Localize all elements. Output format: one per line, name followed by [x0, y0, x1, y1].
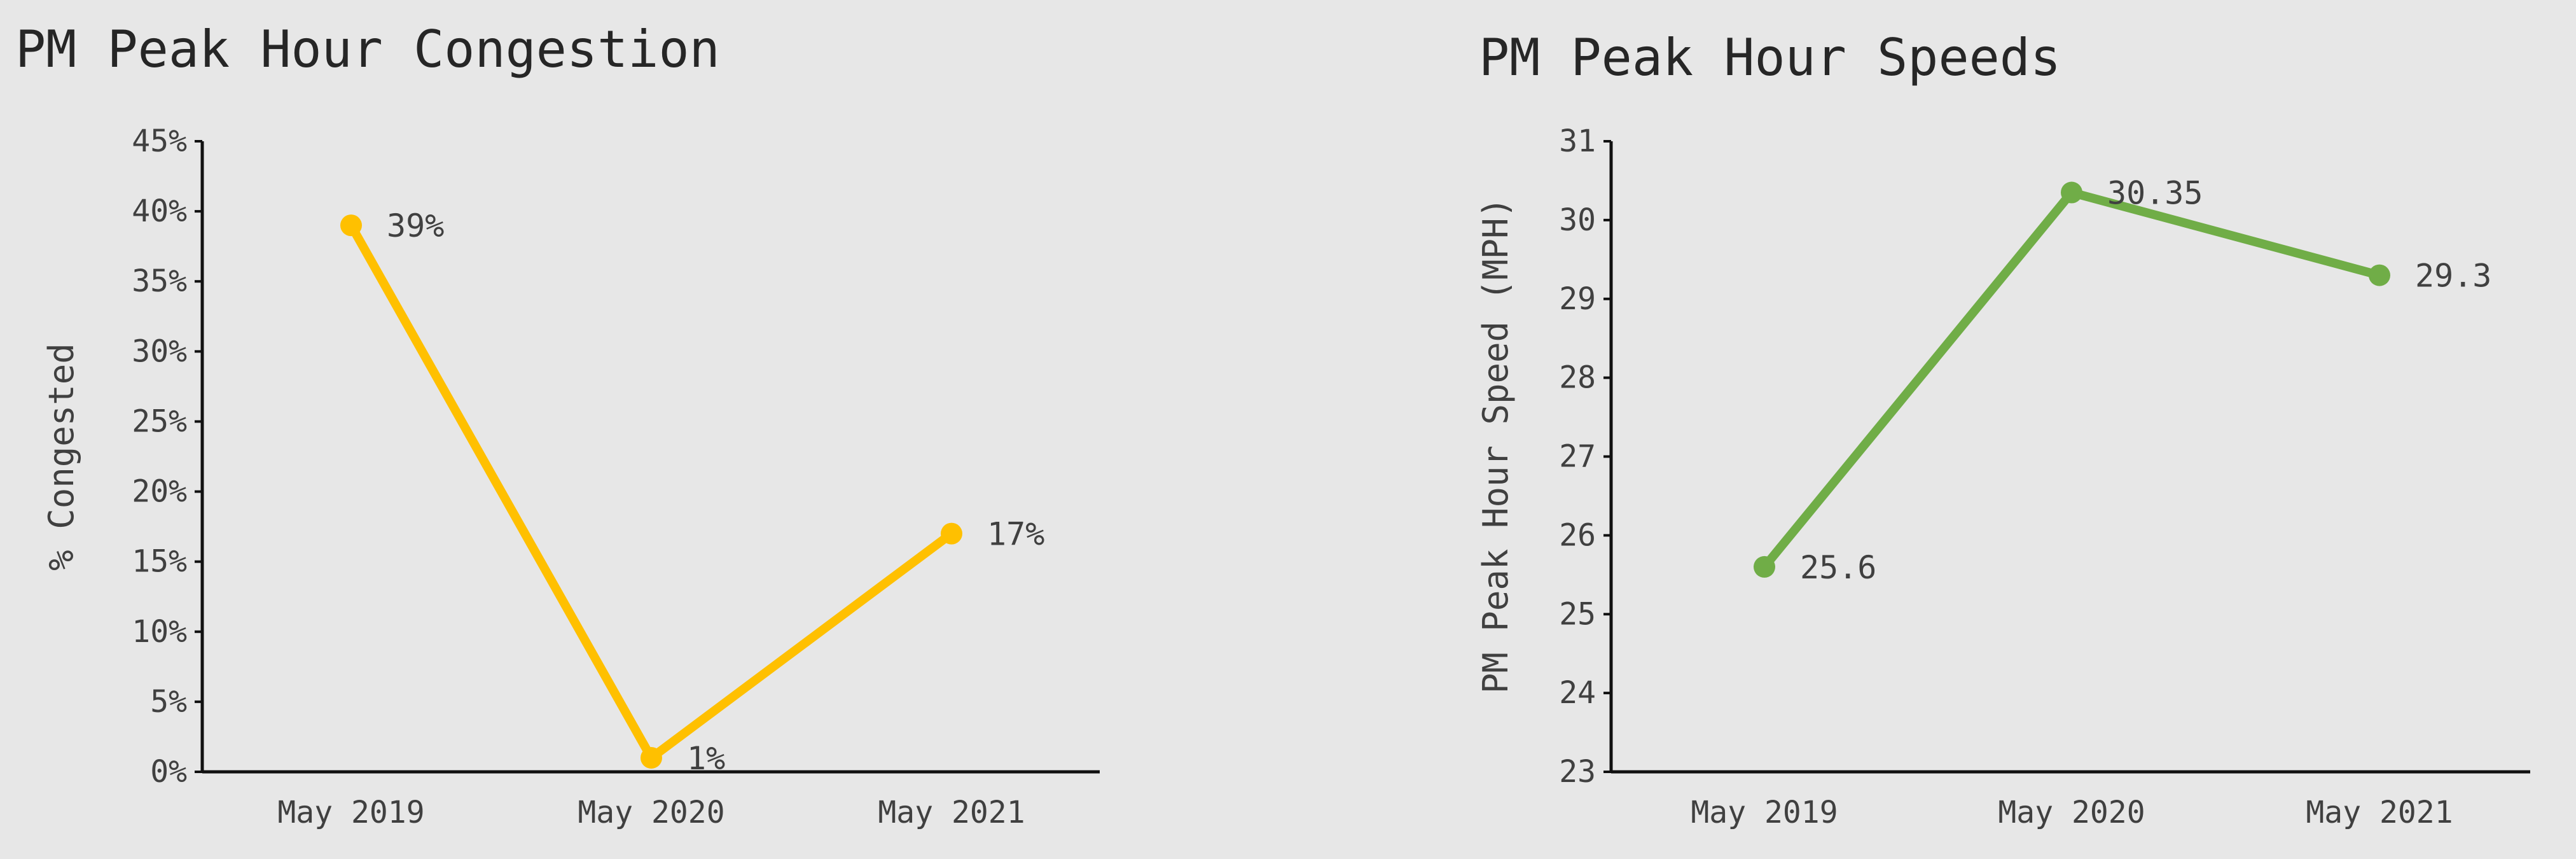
- data-point: [2061, 181, 2082, 204]
- data-label: 39%: [387, 207, 444, 244]
- y-tick-label: 45%: [132, 123, 187, 159]
- y-tick-label: 5%: [150, 684, 187, 720]
- chart-title: PM Peak Hour Speeds: [1479, 28, 2061, 87]
- y-tick-label: 20%: [132, 474, 187, 510]
- x-tick-label: May 2019: [277, 795, 424, 830]
- data-point: [340, 214, 362, 237]
- y-tick-label: 25%: [132, 403, 187, 439]
- data-label: 25.6: [1800, 549, 1876, 586]
- y-tick-label: 24: [1559, 675, 1596, 711]
- y-tick-label: 27: [1559, 439, 1596, 475]
- data-label: 17%: [987, 516, 1044, 553]
- y-tick-label: 23: [1559, 754, 1596, 790]
- x-tick-label: May 2021: [2306, 795, 2453, 830]
- x-tick-label: May 2019: [1691, 795, 1838, 830]
- data-label: 1%: [687, 740, 725, 777]
- data-label: 29.3: [2415, 258, 2491, 295]
- y-tick-label: 30: [1559, 202, 1596, 238]
- y-tick-label: 30%: [132, 333, 187, 369]
- data-point: [941, 522, 962, 545]
- data-point: [641, 746, 662, 769]
- y-tick-label: 15%: [132, 544, 187, 580]
- chart-title: PM Peak Hour Congestion: [15, 20, 720, 79]
- data-point: [1754, 555, 1775, 578]
- y-tick-label: 28: [1559, 360, 1596, 396]
- speeds-chart: PM Peak Hour Speeds PM Peak Hour Speed (…: [1476, 28, 2530, 830]
- data-label: 30.35: [2107, 175, 2203, 212]
- y-tick-label: 40%: [132, 193, 187, 229]
- data-point: [2369, 264, 2390, 286]
- x-tick-label: May 2021: [878, 795, 1025, 830]
- y-tick-label: 0%: [150, 754, 187, 790]
- series-line: [1760, 188, 2384, 571]
- congestion-chart: PM Peak Hour Congestion % Congested 0% 5%…: [15, 20, 1100, 830]
- y-axis-title: PM Peak Hour Speed (MPH): [1476, 197, 1516, 694]
- x-tick-label: May 2020: [1998, 795, 2145, 830]
- y-tick-label: 29: [1559, 281, 1596, 317]
- x-tick-label: May 2020: [578, 795, 724, 830]
- y-tick-label: 10%: [132, 614, 187, 650]
- series-line: [347, 221, 956, 762]
- y-tick-label: 31: [1559, 123, 1596, 159]
- y-tick-label: 25: [1559, 596, 1596, 632]
- y-tick-label: 35%: [132, 263, 187, 299]
- y-axis-title: % Congested: [41, 343, 81, 571]
- y-tick-label: 26: [1559, 517, 1596, 553]
